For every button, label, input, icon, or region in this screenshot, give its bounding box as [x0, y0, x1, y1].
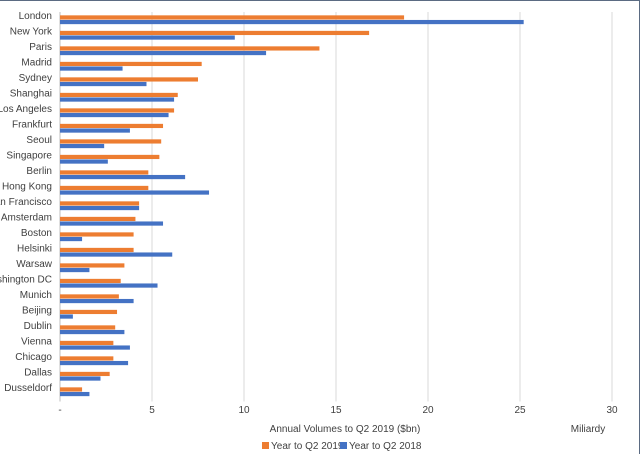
category-label: Seoul	[26, 135, 52, 146]
bar-series-2	[60, 50, 267, 56]
legend-label-series-2: Year to Q2 2018	[349, 441, 422, 452]
bar-series-2	[60, 35, 235, 40]
bar-series-2	[60, 345, 130, 350]
category-label: Helsinki	[17, 243, 52, 254]
category-label: Singapore	[6, 150, 52, 161]
bar-series-1	[60, 247, 134, 253]
bar-series-2	[60, 19, 524, 25]
bar-series-1	[60, 46, 320, 51]
bar-series-2	[60, 391, 90, 397]
category-label: Boston	[21, 228, 52, 239]
gridlines	[59, 12, 613, 402]
category-labels: London New York Paris Madrid Sydney Shanghai L…	[0, 11, 53, 394]
bar-series-1	[60, 263, 125, 268]
bar-series-1	[60, 371, 110, 377]
bar-series-2	[60, 221, 164, 226]
category-label: Shanghai	[10, 88, 52, 99]
bar-series-2	[60, 128, 130, 133]
bar-series-1	[60, 387, 83, 392]
bar-series-1	[60, 201, 140, 206]
category-label: Washington DC	[0, 274, 52, 285]
category-label: Frankfurt	[12, 119, 52, 130]
x-tick-label: 10	[238, 405, 250, 416]
bar-series-1	[60, 30, 370, 36]
bar-series-2	[60, 267, 90, 273]
legend-swatch-series-2	[340, 442, 347, 449]
bar-series-1	[60, 356, 114, 361]
bar-series-2	[60, 314, 73, 319]
bar-series-2	[60, 97, 175, 102]
bar-series-1	[60, 77, 198, 82]
category-label: Dusseldorf	[4, 383, 52, 394]
bar-series-2	[60, 236, 83, 242]
x-tick-label: 20	[422, 405, 434, 416]
bar-series-1	[60, 325, 116, 330]
category-label: Beijing	[22, 305, 52, 316]
bar-series-2	[60, 159, 108, 164]
category-label: Munich	[20, 290, 52, 301]
bar-series-2	[60, 190, 210, 195]
x-tick-label: -	[58, 405, 61, 416]
legend: Year to Q2 2019 Year to Q2 2018	[262, 441, 422, 452]
x-tick-labels: - 5 10 15 20 25 30	[58, 405, 618, 416]
x-tick-label: 5	[149, 405, 155, 416]
legend-swatch-series-1	[262, 442, 269, 449]
bar-series-2	[60, 81, 147, 87]
bar-series-2	[60, 112, 169, 118]
bar-series-1	[60, 232, 134, 237]
bars	[60, 15, 524, 397]
bar-series-2	[60, 66, 123, 71]
unit-label: Miliardy	[571, 424, 605, 435]
bar-series-1	[60, 61, 202, 67]
bar-series-2	[60, 298, 134, 304]
bar-series-1	[60, 185, 149, 191]
x-tick-label: 15	[330, 405, 342, 416]
bar-series-1	[60, 216, 136, 222]
x-axis-title: Annual Volumes to Q2 2019 ($bn)	[270, 424, 421, 435]
bar-series-2	[60, 360, 129, 366]
bar-series-1	[60, 15, 405, 20]
category-label: Warsaw	[16, 259, 53, 270]
legend-label-series-1: Year to Q2 2019	[271, 441, 344, 452]
bar-series-1	[60, 139, 162, 144]
bar-series-1	[60, 108, 175, 113]
x-tick-label: 30	[606, 405, 618, 416]
bar-series-1	[60, 170, 149, 175]
bar-series-1	[60, 92, 178, 98]
bar-series-1	[60, 294, 119, 299]
category-label: Vienna	[21, 336, 52, 347]
bar-series-2	[60, 376, 101, 381]
bar-series-2	[60, 174, 186, 180]
bar-series-1	[60, 309, 118, 315]
category-label: Dublin	[24, 321, 52, 332]
bar-series-2	[60, 252, 173, 257]
category-label: Amsterdam	[1, 212, 52, 223]
bar-series-1	[60, 123, 164, 129]
bar-series-2	[60, 283, 158, 288]
category-label: Dallas	[24, 367, 52, 378]
category-label: Hong Kong	[2, 181, 52, 192]
bar-series-2	[60, 205, 140, 211]
category-label: New York	[10, 26, 53, 37]
bar-series-1	[60, 154, 160, 160]
category-label: Madrid	[21, 57, 52, 68]
category-label: San Francisco	[0, 197, 52, 208]
bar-series-1	[60, 340, 114, 346]
x-tick-label: 25	[514, 405, 526, 416]
category-label: Los Angeles	[0, 104, 52, 115]
bar-series-1	[60, 278, 121, 284]
category-label: Chicago	[15, 352, 52, 363]
category-label: Berlin	[26, 166, 52, 177]
category-label: Paris	[29, 42, 52, 53]
category-label: London	[19, 11, 52, 22]
category-label: Sydney	[19, 73, 52, 84]
bar-series-2	[60, 329, 125, 335]
bar-series-2	[60, 143, 105, 149]
